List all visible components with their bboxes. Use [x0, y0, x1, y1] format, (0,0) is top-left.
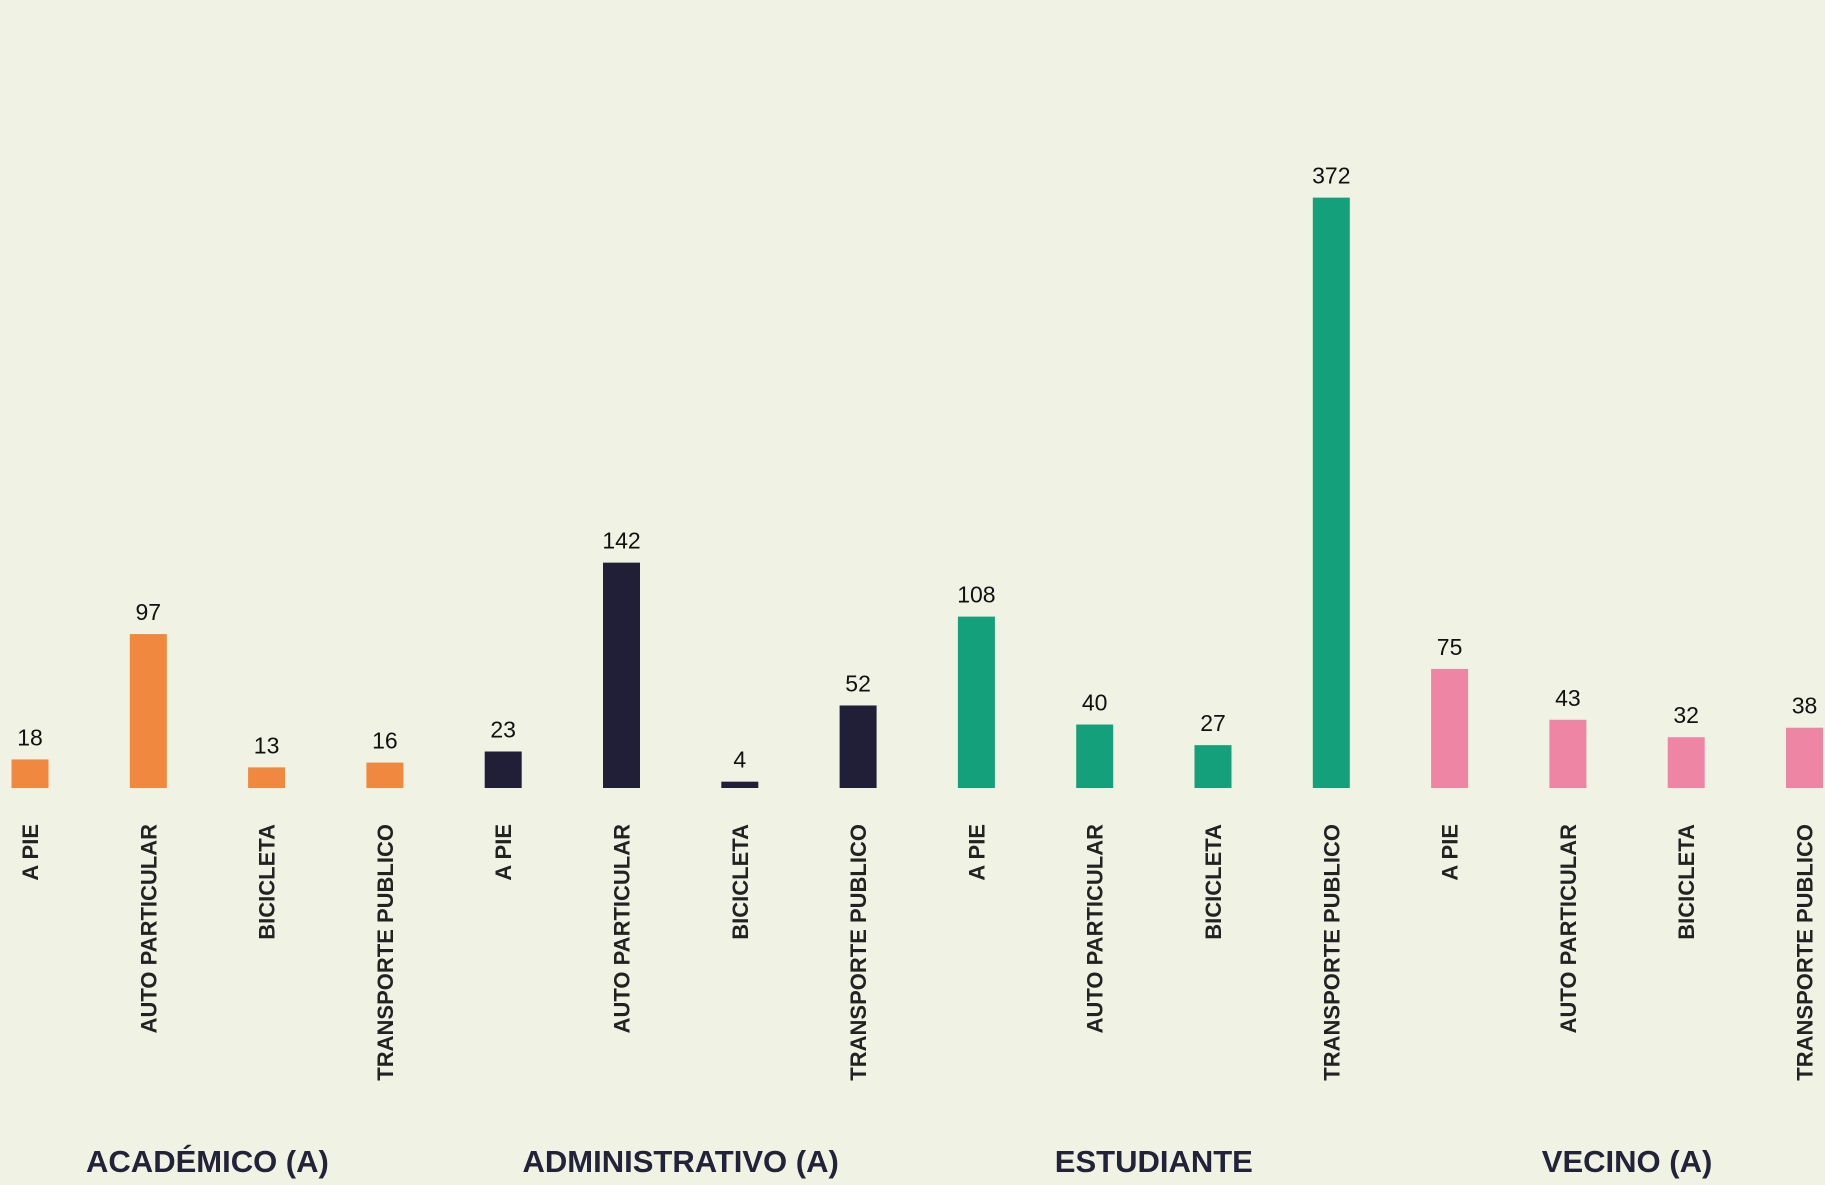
group-label: ADMINISTRATIVO (A): [523, 1144, 839, 1179]
bar: [11, 759, 49, 788]
category-label: AUTO PARTICULAR: [136, 824, 161, 1034]
category-label: BICICLETA: [255, 824, 280, 940]
value-label: 16: [372, 728, 398, 754]
bar: [721, 781, 759, 788]
category-label: A PIE: [1438, 824, 1463, 881]
bar: [839, 705, 877, 788]
bar: [1667, 737, 1705, 788]
category-label: TRANSPORTE PUBLICO: [373, 824, 398, 1081]
group-label: VECINO (A): [1542, 1144, 1713, 1179]
bar: [1431, 668, 1469, 788]
category-label: A PIE: [491, 824, 516, 881]
bar: [1549, 719, 1587, 788]
category-label: BICICLETA: [728, 824, 753, 940]
category-label: AUTO PARTICULAR: [1083, 824, 1108, 1034]
bar: [129, 634, 167, 788]
value-label: 108: [957, 582, 995, 608]
value-label: 142: [602, 528, 640, 554]
category-label: TRANSPORTE PUBLICO: [846, 824, 871, 1081]
category-label: BICICLETA: [1201, 824, 1226, 940]
value-label: 38: [1792, 693, 1818, 719]
value-label: 4: [733, 747, 746, 773]
value-label: 18: [17, 724, 43, 750]
value-label: 75: [1437, 634, 1463, 660]
bar: [366, 762, 404, 788]
value-label: 13: [254, 732, 280, 758]
category-label: BICICLETA: [1674, 824, 1699, 940]
bar: [603, 562, 640, 788]
bar: [484, 751, 522, 788]
value-label: 52: [845, 670, 871, 696]
group-label: ESTUDIANTE: [1055, 1144, 1253, 1179]
category-label: TRANSPORTE PUBLICO: [1319, 824, 1344, 1081]
category-label: A PIE: [18, 824, 43, 881]
value-label: 32: [1673, 702, 1699, 728]
value-label: 23: [490, 716, 516, 742]
value-label: 372: [1312, 163, 1350, 189]
category-label: AUTO PARTICULAR: [1556, 824, 1581, 1034]
value-label: 43: [1555, 685, 1581, 711]
value-label: 27: [1200, 710, 1226, 736]
category-label: AUTO PARTICULAR: [610, 824, 635, 1034]
value-label: 97: [136, 599, 162, 625]
category-label: TRANSPORTE PUBLICO: [1793, 824, 1818, 1081]
category-label: A PIE: [964, 824, 989, 881]
bar: [1786, 727, 1823, 788]
group-label: ACADÉMICO (A): [86, 1144, 329, 1179]
bar: [1312, 197, 1350, 789]
bar: [248, 767, 286, 788]
value-label: 40: [1082, 690, 1108, 716]
bar: [957, 616, 995, 788]
bar: [1194, 745, 1232, 788]
bar: [1076, 724, 1114, 788]
